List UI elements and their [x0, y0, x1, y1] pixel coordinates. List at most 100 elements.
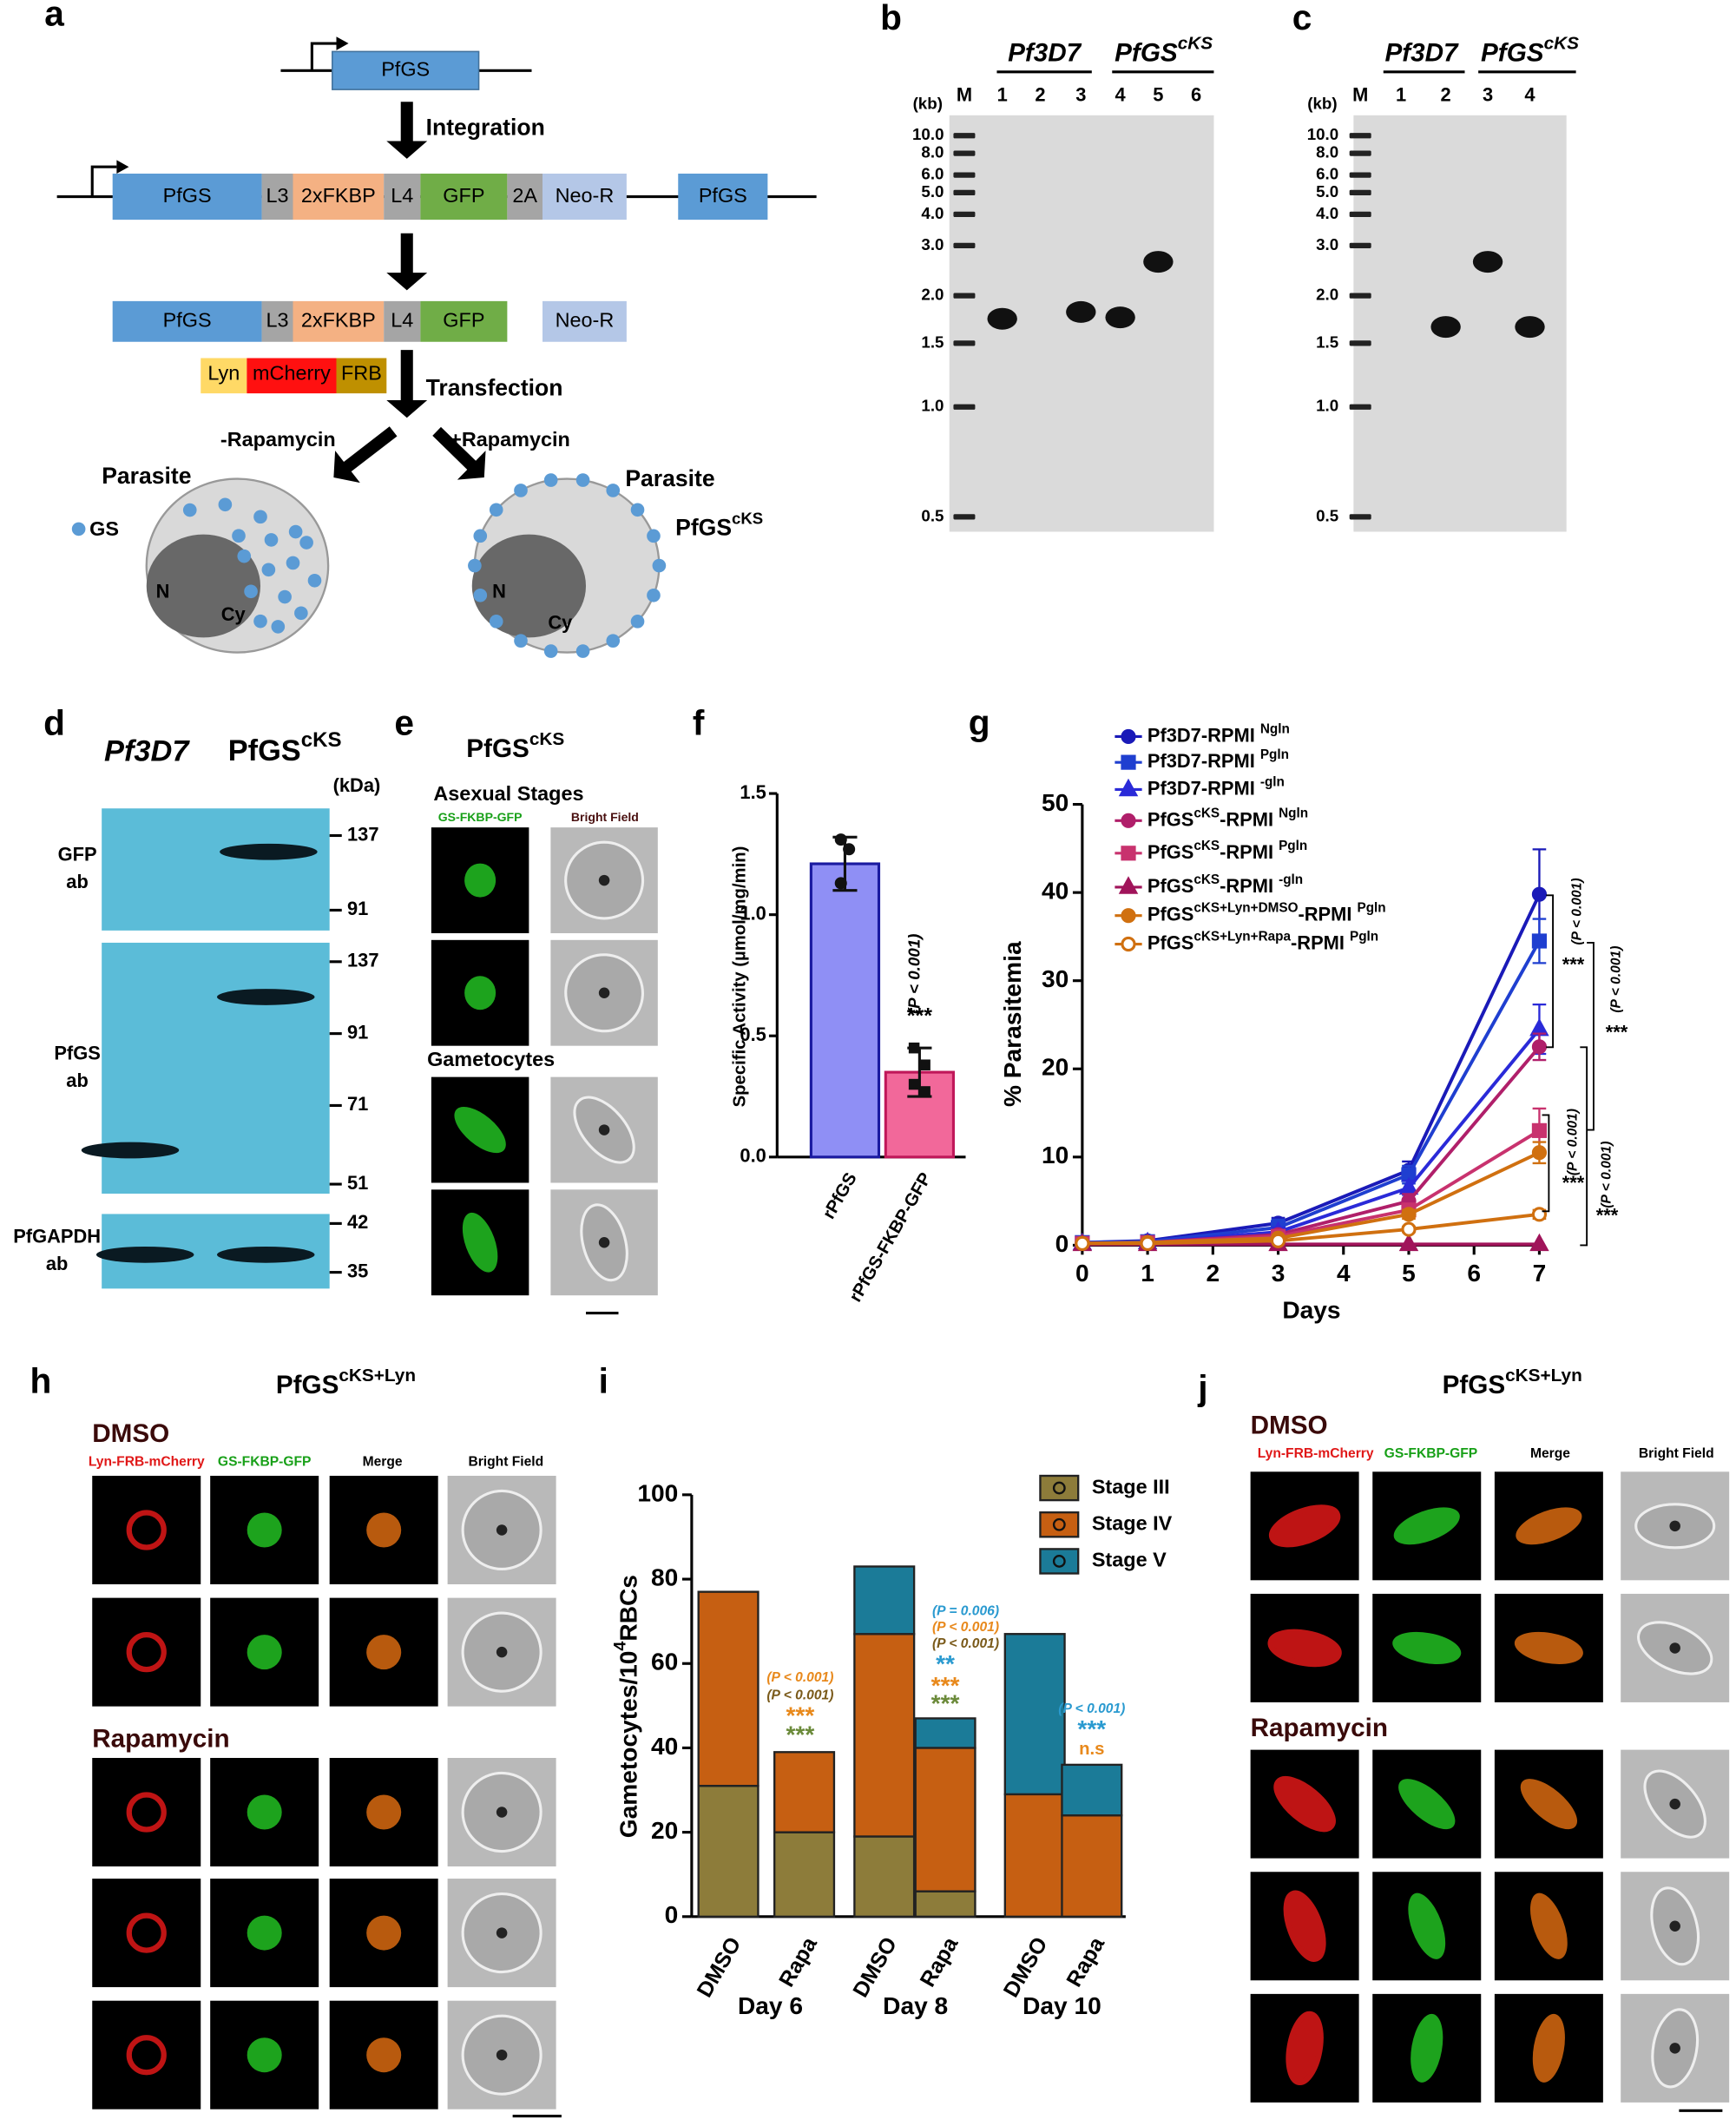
label: 10.0: [912, 125, 944, 143]
signal: [126, 1631, 167, 1673]
protein-band: [217, 989, 315, 1005]
label: 1: [1396, 84, 1406, 106]
x-tick-label: 4: [1337, 1260, 1351, 1287]
label: ***: [1562, 1172, 1585, 1194]
blot: [102, 808, 330, 931]
pigment: [1669, 1798, 1680, 1810]
gs-dot: [182, 503, 197, 517]
construct-box: [261, 174, 293, 220]
bracket: [1587, 942, 1595, 1131]
gs-dot: [473, 588, 488, 602]
label: 5.0: [921, 182, 944, 201]
text-part: cKS+Lyn+DMSO: [1194, 900, 1298, 915]
label: ab: [66, 871, 89, 892]
label: ***: [907, 1004, 932, 1028]
label: GS: [89, 517, 119, 540]
text-part: PfGS: [466, 734, 529, 763]
label: 5.0: [1316, 182, 1338, 201]
marker: [1531, 933, 1548, 949]
label: Pf3D7: [1384, 38, 1459, 67]
text-part: PfGS: [1147, 841, 1194, 863]
label: DMSO: [999, 1933, 1053, 2002]
label: PfGS: [163, 184, 212, 207]
lyn-box: [201, 358, 247, 394]
ladder-band: [1349, 242, 1371, 248]
arrow: [432, 426, 486, 480]
ladder-band: [953, 514, 976, 520]
text-part: -RPMI: [1220, 841, 1279, 863]
label: Specific Activity (µmol/mg/min): [730, 846, 749, 1108]
gs-dot: [630, 503, 645, 517]
signal: [247, 1512, 282, 1548]
label: 2: [1035, 84, 1045, 106]
label: (P < 0.001): [766, 1688, 833, 1702]
text-part: PfGS: [1481, 38, 1544, 67]
label: (P < 0.001): [905, 934, 924, 1015]
construct-box: [542, 174, 627, 220]
arrow: [386, 233, 428, 291]
label: 137: [347, 950, 378, 971]
label: -Rapamycin: [220, 428, 336, 451]
product-box: [261, 300, 293, 342]
label: PfGScKS: [675, 510, 763, 541]
label: +Rapamycin: [450, 428, 570, 451]
pigment: [496, 1807, 508, 1818]
label: (P < 0.001): [766, 1670, 833, 1685]
label: Pf3D7: [1008, 38, 1082, 67]
label: Days: [1282, 1296, 1340, 1323]
ladder-band: [1349, 404, 1371, 410]
promoter: [90, 165, 117, 197]
dna-band: [1105, 306, 1135, 329]
data-point: [919, 1086, 930, 1097]
marker: [1401, 1207, 1417, 1222]
text-part: -RPMI: [1220, 875, 1279, 897]
signal: [366, 1635, 402, 1670]
label: L3: [266, 309, 288, 332]
signal: [464, 863, 496, 898]
data-point: [908, 1042, 920, 1054]
marker: [1529, 1233, 1549, 1252]
label: Rapa: [916, 1932, 963, 1991]
arrow: [386, 350, 428, 418]
legend-marker: [1121, 754, 1136, 770]
legend-swatch: [1039, 1548, 1080, 1575]
bar-segment: [1061, 1814, 1123, 1918]
signal: [1532, 2013, 1565, 2083]
signal: [1273, 1776, 1336, 1833]
bar-segment: [1003, 1793, 1066, 1918]
gs-dot: [264, 533, 279, 547]
signal: [366, 2037, 402, 2073]
series-line: [1082, 940, 1542, 1245]
panel-label: e: [394, 703, 414, 743]
label: Merge: [363, 1454, 403, 1469]
label: Day 10: [1023, 1992, 1101, 2019]
text-part: PfGS: [1147, 931, 1194, 953]
label: Parasite: [102, 463, 191, 489]
label: 2xFKBP: [301, 184, 376, 207]
signal: [1410, 2013, 1443, 2083]
marker: [1531, 1207, 1548, 1222]
panel-label: c: [1292, 0, 1312, 37]
fluorescence: [92, 1879, 201, 1988]
label: 6.0: [921, 165, 944, 183]
label: L4: [391, 184, 413, 207]
ladder-band: [953, 189, 976, 196]
signal: [247, 2037, 282, 2073]
text-part: cKS: [732, 510, 763, 528]
label: PfGScKS: [228, 728, 342, 767]
gs-dot: [473, 529, 488, 543]
label: GFP: [58, 844, 97, 866]
label: PfGScKS+Lyn: [276, 1366, 416, 1399]
label: Rapa: [1062, 1932, 1109, 1991]
label: 8.0: [921, 143, 944, 161]
label: Neo-R: [556, 309, 615, 332]
protein-band: [95, 1246, 194, 1263]
legend-label: PfGScKS+Lyn+DMSO-RPMI Pgln: [1147, 900, 1386, 925]
bar: [809, 862, 881, 1159]
text-part: PfGS: [276, 1371, 339, 1399]
y-tick-label: 60: [651, 1649, 678, 1675]
label: 6.0: [1316, 165, 1338, 183]
label: (kb): [913, 94, 943, 112]
label: (P < 0.001): [1566, 1109, 1581, 1175]
